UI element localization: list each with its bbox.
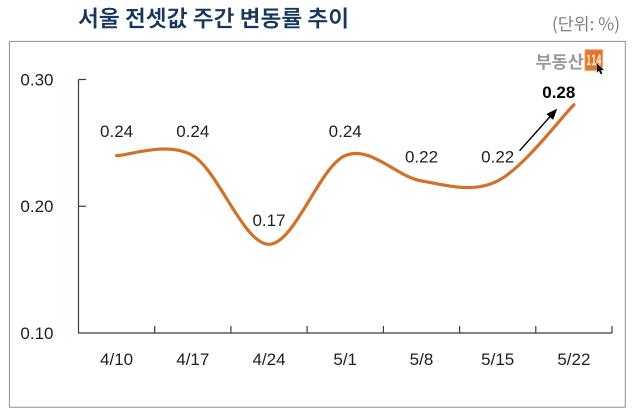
svg-text:5/8: 5/8 — [410, 350, 434, 369]
svg-text:0.20: 0.20 — [20, 197, 53, 216]
svg-text:5/15: 5/15 — [481, 350, 514, 369]
svg-text:0.24: 0.24 — [176, 122, 209, 141]
svg-text:0.28: 0.28 — [542, 83, 575, 102]
svg-text:0.30: 0.30 — [20, 70, 53, 89]
svg-text:0.17: 0.17 — [252, 211, 285, 230]
svg-text:0.24: 0.24 — [100, 122, 133, 141]
svg-text:4/24: 4/24 — [252, 350, 285, 369]
svg-text:4/10: 4/10 — [100, 350, 133, 369]
svg-text:5/1: 5/1 — [333, 350, 357, 369]
svg-text:4/17: 4/17 — [176, 350, 209, 369]
svg-text:0.10: 0.10 — [20, 324, 53, 343]
svg-text:5/22: 5/22 — [557, 350, 590, 369]
svg-text:0.24: 0.24 — [329, 122, 362, 141]
svg-text:0.22: 0.22 — [405, 147, 438, 166]
svg-text:0.22: 0.22 — [481, 147, 514, 166]
